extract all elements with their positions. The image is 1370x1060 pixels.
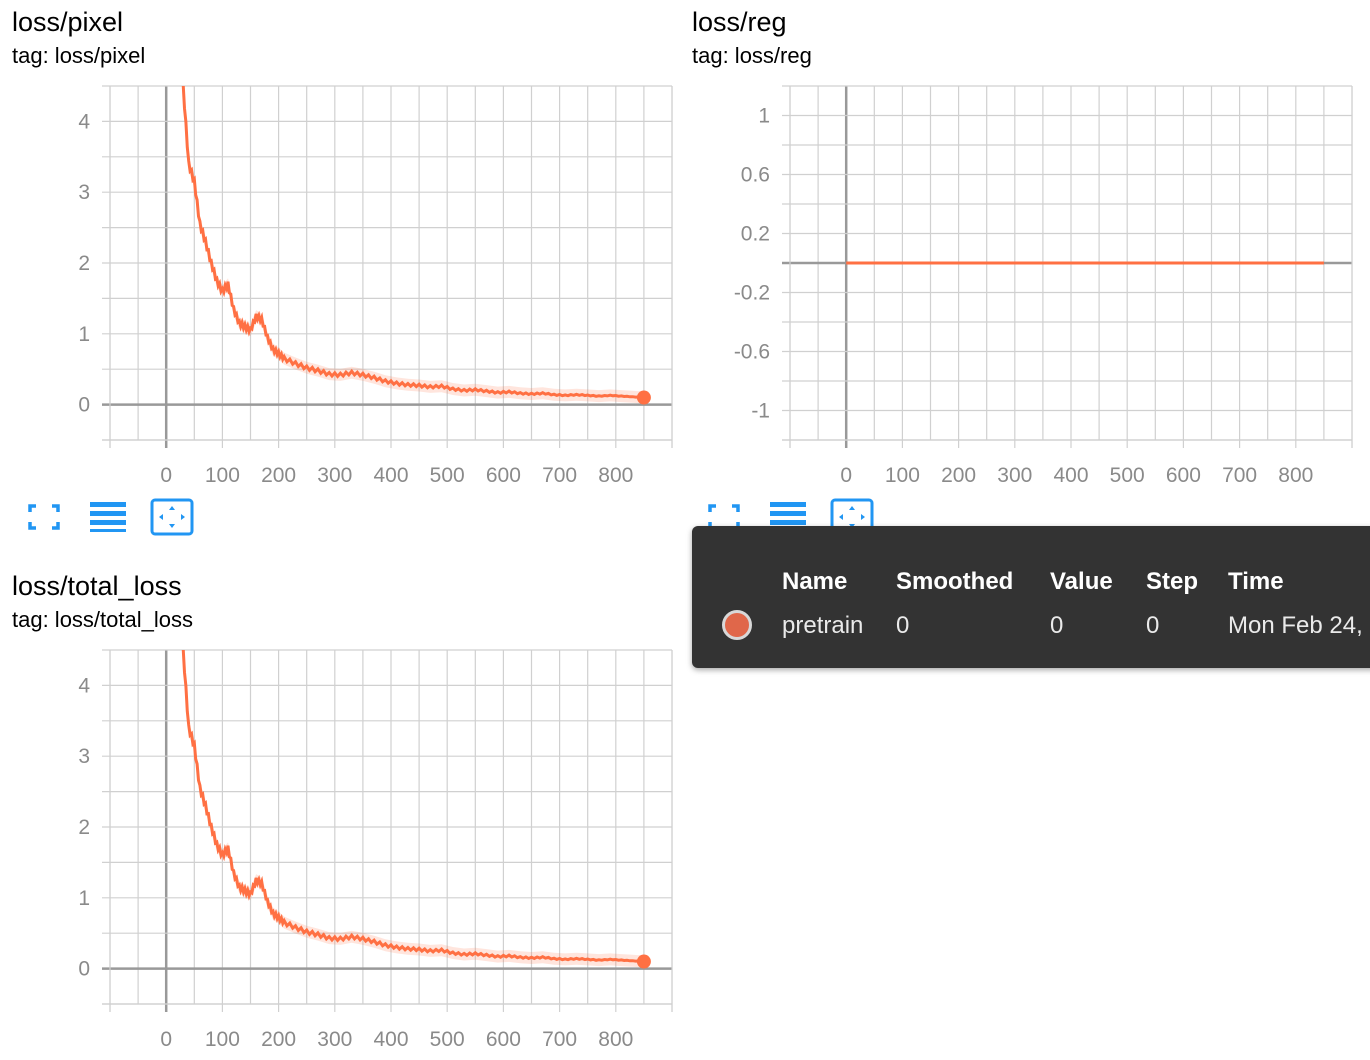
tooltip-header-step: Step [1146, 568, 1199, 595]
fullscreen-icon [708, 504, 740, 530]
x-tick-label: 200 [941, 464, 976, 487]
y-tick-label: -1 [751, 400, 770, 423]
x-tick-label: 500 [430, 464, 465, 487]
tooltip-header-time: Time [1228, 568, 1284, 595]
x-tick-label: 500 [1110, 464, 1145, 487]
y-tick-label: 4 [78, 110, 90, 133]
series-raw-band [183, 86, 644, 404]
x-tick-label: 300 [317, 464, 352, 487]
tooltip-header-smoothed: Smoothed [896, 568, 1014, 595]
chart-title: loss/reg [692, 7, 787, 37]
y-tick-label: -0.2 [734, 282, 770, 305]
series-raw-band [183, 650, 644, 968]
fit-domain-button[interactable] [150, 498, 194, 536]
x-tick-label: 400 [373, 464, 408, 487]
x-tick-label: 0 [160, 1028, 172, 1051]
fullscreen-icon [28, 504, 60, 530]
x-tick-label: 300 [997, 464, 1032, 487]
y-tick-label: 0.6 [741, 164, 770, 187]
x-tick-label: 700 [1222, 464, 1257, 487]
series-line-pretrain [181, 650, 644, 964]
chart-tag: tag: loss/total_loss [12, 607, 193, 632]
x-tick-label: 200 [261, 1028, 296, 1051]
x-tick-label: 100 [205, 1028, 240, 1051]
series-last-point [636, 390, 651, 405]
toggle-y-log-button[interactable] [86, 498, 130, 536]
y-tick-label: 4 [78, 674, 90, 697]
chart-card-loss-pixel: loss/pixel tag: loss/pixel 0 100 200 300 400… [12, 6, 692, 487]
fullscreen-button[interactable] [702, 498, 746, 536]
chart-title: loss/total_loss [12, 571, 182, 601]
tooltip-time: Mon Feb 24, [1228, 612, 1363, 639]
x-tick-label: 500 [430, 1028, 465, 1051]
fit-domain-icon [150, 498, 194, 536]
x-tick-label: 800 [598, 464, 633, 487]
x-tick-label: 600 [486, 1028, 521, 1051]
tooltip-value: 0 [1050, 612, 1064, 639]
x-tick-label: 600 [486, 464, 521, 487]
series-color-swatch [722, 610, 752, 640]
chart-title: loss/pixel [12, 7, 124, 37]
y-tick-label: 2 [78, 252, 90, 275]
y-tick-label: 1 [758, 105, 770, 128]
toggle-y-log-icon [90, 502, 126, 532]
x-tick-label: 700 [542, 464, 577, 487]
chart-tag: tag: loss/reg [692, 43, 812, 68]
chart-card-loss-reg: loss/reg tag: loss/reg 0 100 200 300 400 500 6… [692, 6, 1370, 487]
x-tick-label: 0 [840, 464, 852, 487]
line-chart-loss-total[interactable]: 0 100 200 300 400 500 600 700 800 0 1 2 3 4 [12, 640, 680, 1060]
tooltip-step: 0 [1146, 612, 1160, 639]
y-tick-label: 0 [78, 958, 90, 981]
x-tick-label: 100 [205, 464, 240, 487]
fullscreen-button[interactable] [22, 498, 66, 536]
line-chart-loss-pixel[interactable]: 0 100 200 300 400 500 600 700 800 0 1 2 3 4 [12, 76, 680, 496]
y-tick-label: 0.2 [741, 223, 770, 246]
x-tick-label: 600 [1166, 464, 1201, 487]
x-tick-label: 100 [885, 464, 920, 487]
x-tick-label: 400 [373, 1028, 408, 1051]
x-tick-label: 300 [317, 1028, 352, 1051]
y-tick-label: 3 [78, 745, 90, 768]
tooltip-header-value: Value [1050, 568, 1113, 595]
y-tick-label: 3 [78, 181, 90, 204]
x-tick-label: 0 [160, 464, 172, 487]
tooltip-run-name: pretrain [782, 612, 864, 639]
tooltip-header-name: Name [782, 568, 848, 595]
y-tick-label: 2 [78, 816, 90, 839]
x-tick-label: 800 [1278, 464, 1313, 487]
x-tick-label: 800 [598, 1028, 633, 1051]
series-last-point [636, 954, 651, 969]
x-tick-label: 400 [1053, 464, 1088, 487]
x-tick-label: 200 [261, 464, 296, 487]
chart-tag: tag: loss/pixel [12, 43, 146, 68]
tooltip-smoothed-value: 0 [896, 612, 910, 639]
chart-tooltip: Name Smoothed Value Step Time pretrain 0… [692, 526, 1370, 668]
y-tick-label: 1 [78, 887, 90, 910]
series-line-pretrain [181, 86, 644, 400]
chart-card-loss-total: loss/total_loss tag: loss/total_loss 0 10… [12, 570, 692, 1051]
x-tick-label: 700 [542, 1028, 577, 1051]
y-tick-label: -0.6 [734, 341, 770, 364]
line-chart-loss-reg[interactable]: 0 100 200 300 400 500 600 700 800 -1 -0.6 -0.2 0.2 0.… [692, 76, 1360, 496]
y-tick-label: 0 [78, 394, 90, 417]
y-tick-label: 1 [78, 323, 90, 346]
